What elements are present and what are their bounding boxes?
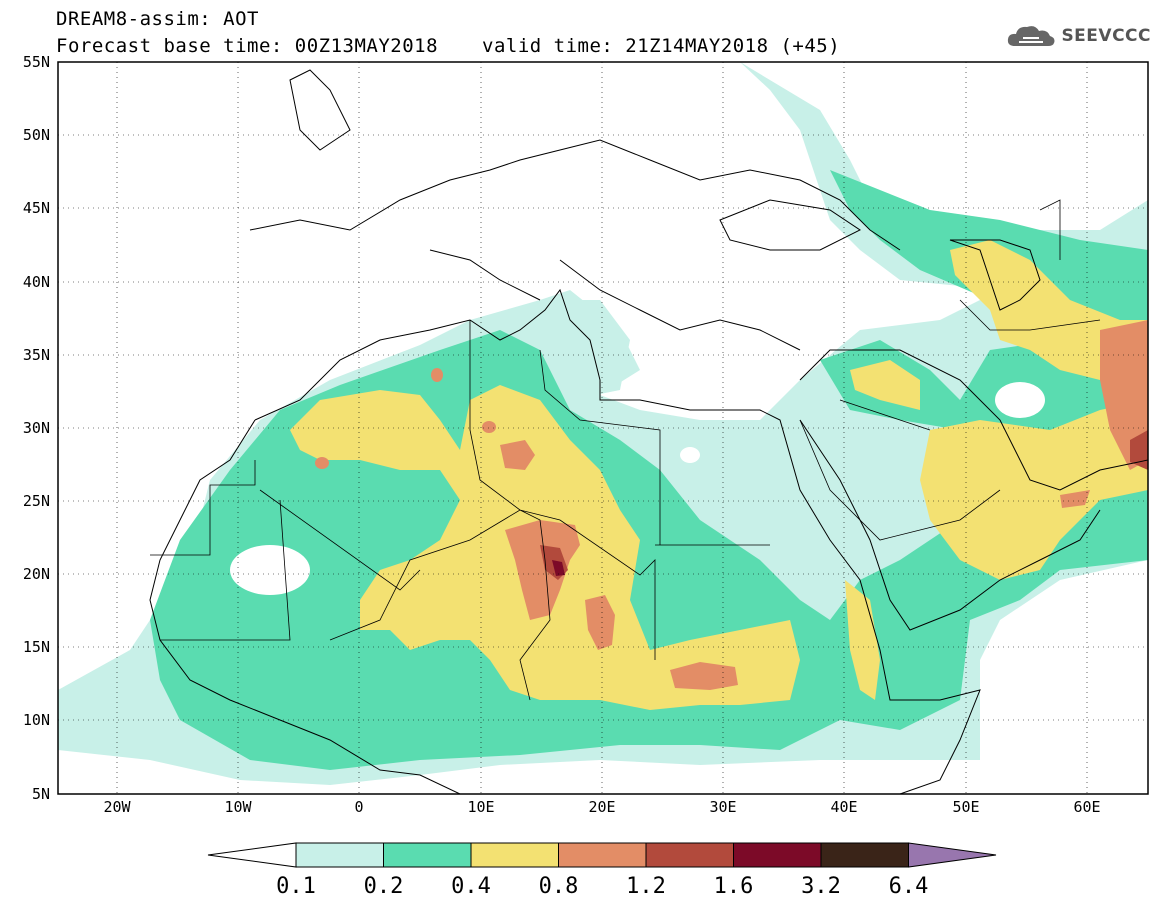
colorbar-labels: 0.1 0.2 0.4 0.8 1.2 1.6 3.2 6.4 bbox=[276, 874, 928, 899]
aot-contour-0.8 bbox=[505, 520, 580, 620]
lat-label: 35N bbox=[23, 346, 50, 364]
colorbar-label: 0.2 bbox=[364, 874, 404, 899]
border bbox=[150, 320, 770, 701]
europe-coastline bbox=[249, 139, 901, 351]
lat-label: 10N bbox=[23, 711, 50, 729]
coastlines bbox=[149, 69, 1148, 794]
colorbar-label: 0.4 bbox=[451, 874, 491, 899]
lat-label: 5N bbox=[32, 785, 50, 803]
lon-label: 0 bbox=[354, 798, 363, 816]
aot-contour-0.8 bbox=[1100, 320, 1148, 470]
lon-label: 50E bbox=[952, 798, 979, 816]
country-borders bbox=[150, 199, 1101, 701]
aot-contour-0.8 bbox=[315, 457, 329, 469]
colorbar-label: 1.6 bbox=[714, 874, 754, 899]
lat-label: 25N bbox=[23, 492, 50, 510]
blacksea-coastline bbox=[719, 199, 861, 251]
lat-label: 40N bbox=[23, 273, 50, 291]
aot-contour-0.8 bbox=[670, 662, 738, 690]
colorbar-label: 1.2 bbox=[626, 874, 666, 899]
colorbar-label: 0.1 bbox=[276, 874, 316, 899]
border bbox=[799, 199, 1101, 541]
lat-lon-grid bbox=[58, 62, 1148, 794]
colorbar-over-arrow bbox=[908, 842, 997, 868]
lat-label: 15N bbox=[23, 638, 50, 656]
cloud-logo-icon bbox=[1008, 26, 1055, 46]
aot-contour-1.2 bbox=[1130, 430, 1148, 470]
valid-time: valid time: 21Z14MAY2018 (+45) bbox=[482, 35, 841, 57]
colorbar-bin bbox=[295, 842, 384, 868]
colorbar-bin bbox=[733, 842, 822, 868]
lat-label: 20N bbox=[23, 565, 50, 583]
colorbar-bin bbox=[558, 842, 647, 868]
colorbar bbox=[207, 842, 997, 868]
lon-label: 30E bbox=[709, 798, 736, 816]
aot-low-region bbox=[995, 382, 1045, 418]
aot-contour-0.4 bbox=[850, 360, 920, 410]
aot-contour-0.8 bbox=[585, 595, 615, 650]
aot-contour-1.6 bbox=[552, 560, 565, 576]
aot-contour-0.8 bbox=[431, 368, 443, 382]
forecast-base-time: Forecast base time: 00Z13MAY2018 bbox=[56, 35, 439, 57]
lon-label: 10E bbox=[467, 798, 494, 816]
aot-field bbox=[58, 62, 1148, 785]
lat-label: 30N bbox=[23, 419, 50, 437]
lon-label: 40E bbox=[830, 798, 857, 816]
africa-coastline bbox=[254, 288, 981, 794]
colorbar-label: 0.8 bbox=[539, 874, 579, 899]
caspian-coastline bbox=[949, 239, 1041, 311]
lat-label: 45N bbox=[23, 199, 50, 217]
aot-contour-0.8 bbox=[482, 421, 496, 433]
colorbar-bin bbox=[645, 842, 734, 868]
colorbar-bin bbox=[383, 842, 472, 868]
latitude-labels: 55N 50N 45N 40N 35N 30N 25N 20N 15N 10N … bbox=[23, 53, 50, 803]
aot-contour-0.8 bbox=[1060, 490, 1090, 508]
seevccc-logo: SEEVCCC bbox=[1005, 22, 1151, 50]
colorbar-under-arrow bbox=[207, 842, 297, 868]
africa-coastline bbox=[149, 419, 461, 794]
aot-contour-0.4 bbox=[845, 580, 880, 700]
lon-label: 60E bbox=[1073, 798, 1100, 816]
aot-low-region bbox=[230, 545, 310, 595]
colorbar-label: 6.4 bbox=[889, 874, 929, 899]
map-frame bbox=[57, 61, 1149, 795]
colorbar-bin bbox=[470, 842, 559, 868]
aot-contour-0.4 bbox=[920, 400, 1148, 580]
lon-label: 10W bbox=[224, 798, 252, 816]
arabia-coastline bbox=[799, 349, 1148, 631]
lat-label: 55N bbox=[23, 53, 50, 71]
aot-contour-0.4 bbox=[950, 240, 1148, 400]
lon-label: 20E bbox=[588, 798, 615, 816]
lat-label: 50N bbox=[23, 126, 50, 144]
aot-contour-0.8 bbox=[500, 440, 535, 470]
uk-coastline bbox=[289, 69, 351, 151]
colorbar-bin bbox=[820, 842, 909, 868]
longitude-labels: 20W 10W 0 10E 20E 30E 40E 50E 60E bbox=[103, 798, 1100, 816]
colorbar-label: 3.2 bbox=[801, 874, 841, 899]
lon-label: 20W bbox=[103, 798, 131, 816]
aot-low-region bbox=[680, 447, 700, 463]
map-title: DREAM8-assim: AOT bbox=[56, 8, 259, 30]
logo-text: SEEVCCC bbox=[1061, 26, 1151, 46]
aot-contour-0.1 bbox=[540, 300, 630, 400]
